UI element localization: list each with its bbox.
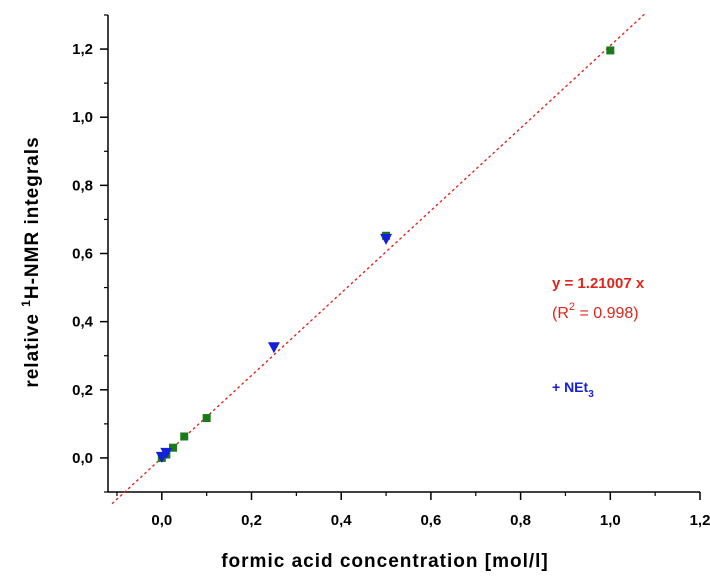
y-tick-label: 0,4 bbox=[72, 314, 94, 331]
y-axis-ticks: 0,0 0,2 0,4 0,6 0,8 1,0 1,2 bbox=[72, 14, 108, 493]
x-tick-label: 0,0 bbox=[151, 512, 172, 529]
y-tick-label: 0,2 bbox=[72, 382, 93, 399]
r-squared-superscript: 2 bbox=[569, 301, 575, 313]
y-tick-label: 1,2 bbox=[72, 41, 93, 58]
y-axis-label-prefix: relative bbox=[22, 307, 43, 388]
r-squared-label: (R2 = 0.998) bbox=[552, 301, 639, 322]
triangle-data-point bbox=[380, 233, 393, 245]
fit-equation-label: y = 1.21007 x bbox=[552, 275, 645, 292]
r-squared-prefix: (R bbox=[552, 305, 569, 322]
triangle-data-point bbox=[267, 342, 280, 354]
legend-net3-label: + NEt3 bbox=[552, 379, 594, 400]
y-axis-label-suffix: H-NMR integrals bbox=[22, 136, 43, 299]
fit-line-layer bbox=[111, 14, 645, 504]
x-tick-label: 0,4 bbox=[331, 512, 353, 529]
square-data-point bbox=[180, 432, 189, 441]
x-tick-label: 1,2 bbox=[690, 512, 710, 529]
y-tick-label: 0,8 bbox=[72, 177, 93, 194]
legend-net3-text: + NEt bbox=[552, 379, 589, 395]
square-data-point bbox=[169, 443, 178, 452]
fit-line bbox=[111, 14, 645, 504]
x-axis-label: formic acid concentration [mol/l] bbox=[221, 551, 549, 572]
y-tick-label: 1,0 bbox=[72, 109, 93, 126]
triangle-data-point bbox=[160, 447, 173, 459]
x-tick-label: 0,8 bbox=[510, 512, 531, 529]
x-tick-label: 0,6 bbox=[420, 512, 441, 529]
y-tick-label: 0,6 bbox=[72, 246, 93, 263]
data-points-layer bbox=[155, 46, 615, 463]
y-axis-label-superscript: 1 bbox=[19, 299, 33, 307]
legend-net3-subscript: 3 bbox=[588, 389, 594, 400]
axes bbox=[107, 15, 700, 493]
x-tick-label: 0,2 bbox=[241, 512, 262, 529]
square-data-point bbox=[606, 46, 615, 55]
y-tick-label: 0,0 bbox=[72, 450, 93, 467]
x-axis-ticks: 0,0 0,2 0,4 0,6 0,8 1,0 1,2 bbox=[116, 492, 710, 529]
y-axis-label: relative 1H-NMR integrals bbox=[19, 136, 43, 387]
x-tick-label: 1,0 bbox=[600, 512, 621, 529]
square-data-point bbox=[202, 414, 211, 423]
r-squared-suffix: = 0.998) bbox=[575, 305, 639, 322]
